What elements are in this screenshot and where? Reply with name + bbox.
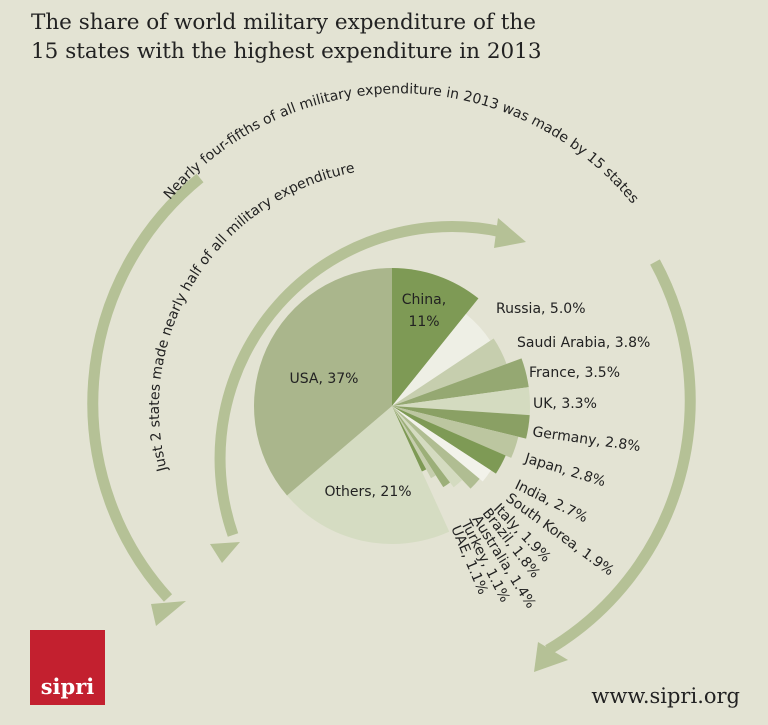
inner-arrow-head-bottom [210, 542, 240, 563]
pie-slice-south-korea [392, 406, 491, 482]
pie-slice-india [392, 406, 506, 474]
pie-label-china: China, 11% [402, 292, 446, 330]
pie-slice-russia [392, 314, 491, 406]
pie-slice-japan [392, 406, 519, 458]
outer-arrow-left [87, 173, 204, 602]
pie-slice-italy [392, 406, 480, 489]
pie-slice-uae [392, 406, 427, 472]
outer-arc-annotation: Nearly four-fifths of all military expen… [161, 81, 642, 207]
pie-label-france: France, 3.5% [529, 365, 620, 381]
pie-label-saudi-arabia: Saudi Arabia, 3.8% [517, 335, 650, 351]
pie-slice-uk [392, 387, 531, 416]
pie-slice-australia [392, 406, 451, 488]
pie-slice-france [392, 358, 529, 406]
annotation-arrows [87, 173, 696, 672]
sipri-logo: sipri [30, 630, 105, 705]
pie-slice-brazil [392, 406, 463, 488]
chart-title-line-2: 15 states with the highest expenditure i… [31, 39, 542, 64]
footer-url[interactable]: www.sipri.org [591, 684, 740, 708]
pie-label-others: Others, 21% [324, 484, 411, 500]
pie-slice-china [392, 268, 479, 406]
outer-arrow-right [545, 259, 696, 655]
logo-text: sipri [40, 674, 95, 699]
pie-slice-usa [253, 268, 392, 496]
pie-label-uk: UK, 3.3% [533, 396, 597, 412]
inner-arrow-head-top [494, 218, 526, 248]
outer-arrow-left-head [151, 601, 186, 626]
pie-slice-turkey [392, 406, 436, 479]
pie-label-germany: Germany, 2.8% [531, 424, 641, 455]
pie-chart [253, 268, 531, 545]
inner-arrow [214, 221, 504, 537]
pie-label-russia: Russia, 5.0% [496, 301, 586, 317]
pie-slice-others [287, 406, 450, 545]
pie-slice-saudi-arabia [392, 338, 507, 406]
chart-title-line-1: The share of world military expenditure … [31, 10, 536, 35]
pie-label-usa: USA, 37% [290, 371, 359, 387]
pie-slice-germany [392, 406, 530, 439]
chart-title: The share of world military expenditure … [31, 8, 591, 66]
outer-arrow-right-head [534, 642, 568, 672]
